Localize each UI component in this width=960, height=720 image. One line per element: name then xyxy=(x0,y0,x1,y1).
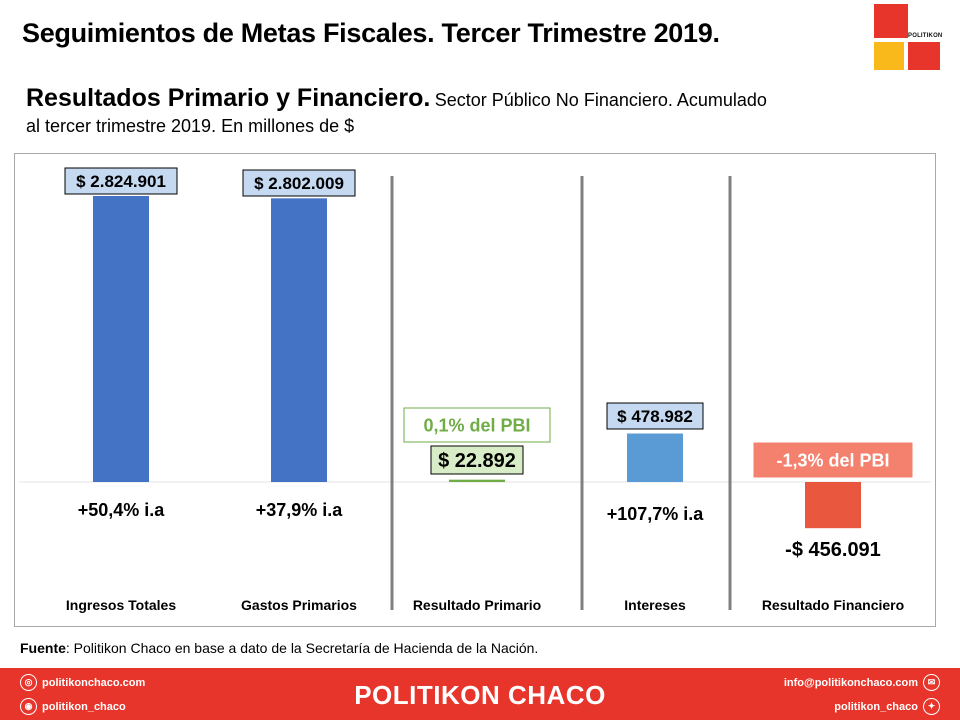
category-label-5: Resultado Financiero xyxy=(762,597,904,613)
source-note: Fuente: Politikon Chaco en base a dato d… xyxy=(20,640,538,656)
logo-red-square-small xyxy=(908,42,940,70)
footer-email-text: info@politikonchaco.com xyxy=(783,676,918,689)
category-label-4: Intereses xyxy=(624,597,686,613)
logo-yellow-square xyxy=(874,42,904,70)
footer-instagram[interactable]: ◉ politikon_chaco xyxy=(20,698,126,715)
subtitle-line2: al tercer trimestre 2019. En millones de… xyxy=(26,116,355,136)
chart-frame: Ingresos Totales Gastos Primarios Resultad… xyxy=(14,153,936,627)
politikon-logo: POLITIKON xyxy=(874,4,943,70)
change-label-4: +107,7% i.a xyxy=(607,504,705,524)
instagram-icon: ◉ xyxy=(20,698,37,715)
value-label-5: -$ 456.091 xyxy=(785,539,881,561)
bar-2 xyxy=(271,198,327,483)
bar-4 xyxy=(627,433,683,482)
bar-1 xyxy=(93,196,149,482)
header-title: Seguimientos de Metas Fiscales. Tercer T… xyxy=(22,18,720,48)
source-label: Fuente xyxy=(20,640,66,656)
logo-red-square xyxy=(874,4,908,38)
footer-email[interactable]: info@politikonchaco.com ✉ xyxy=(784,674,940,691)
source-text: : Politikon Chaco en base a dato de la S… xyxy=(65,640,539,656)
value-label-2-box xyxy=(242,169,356,197)
logo-wordmark: POLITIKON xyxy=(908,33,943,39)
category-label-1: Ingresos Totales xyxy=(66,597,176,613)
footer-twitter[interactable]: politikon_chaco ✦ xyxy=(834,698,940,715)
bar-5 xyxy=(805,482,861,529)
pbi-label-5-box xyxy=(753,442,913,478)
twitter-icon: ✦ xyxy=(923,698,940,715)
value-label-4: $ 478.982 xyxy=(617,407,693,426)
change-label-1: +50,4% i.a xyxy=(78,500,166,520)
footer-website[interactable]: ◎ politikonchaco.com xyxy=(20,674,145,691)
value-label-4-box xyxy=(606,402,704,430)
bar-3 xyxy=(449,479,505,482)
value-label-3: $ 22.892 xyxy=(438,450,516,472)
value-label-1-box xyxy=(64,167,178,195)
pbi-label-3-box xyxy=(403,407,551,443)
category-label-2: Gastos Primarios xyxy=(241,597,357,613)
chart-subtitle: Resultados Primario y Financiero. Sector… xyxy=(26,84,916,136)
value-label-2: $ 2.802.009 xyxy=(254,174,344,193)
footer-instagram-text: politikon_chaco xyxy=(42,700,126,713)
footer-bar: ◎ politikonchaco.com ◉ politikon_chaco POL… xyxy=(0,668,960,720)
globe-icon: ◎ xyxy=(20,674,37,691)
mail-icon: ✉ xyxy=(923,674,940,691)
change-label-2: +37,9% i.a xyxy=(256,500,344,520)
footer-twitter-text: politikon_chaco xyxy=(834,700,918,713)
category-label-3: Resultado Primario xyxy=(413,597,541,613)
subtitle-detail: Sector Público No Financiero. Acumulado xyxy=(434,90,767,110)
value-label-3-box xyxy=(430,445,524,475)
footer-brand: POLITIKON CHACO xyxy=(354,680,606,710)
value-label-1: $ 2.824.901 xyxy=(76,172,166,191)
pbi-label-5: -1,3% del PBI xyxy=(776,450,889,470)
pbi-label-3: 0,1% del PBI xyxy=(423,415,530,435)
subtitle-main: Resultados Primario y Financiero. xyxy=(26,84,431,112)
footer-website-text: politikonchaco.com xyxy=(42,676,146,689)
bar-chart: Ingresos Totales Gastos Primarios Resultad… xyxy=(19,167,931,613)
